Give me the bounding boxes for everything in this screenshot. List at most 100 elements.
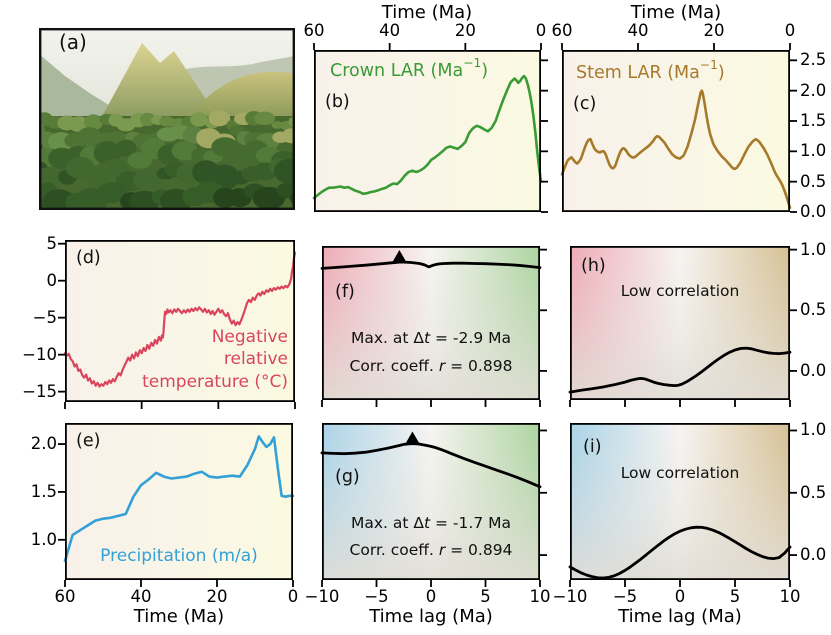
panel-label-d: (d): [76, 248, 101, 268]
c-tick-label-right: 0.0: [800, 202, 827, 221]
e-tick-label-left: 1.0: [30, 529, 57, 549]
panel-label-h: (h): [581, 256, 606, 276]
low-correlation-note-h: Low correlation: [620, 281, 740, 300]
e-tick-label-bottom: 20: [206, 587, 228, 606]
panel-label-c: (c): [573, 94, 597, 114]
tree-crown: [139, 112, 156, 127]
e-tick-label-bottom: 40: [130, 587, 152, 606]
g-tick-label-bottom: −5: [364, 587, 389, 606]
g-tick-label-bottom: 0: [425, 587, 437, 606]
h-border: [569, 245, 790, 400]
forest-photo: (a): [21, 28, 312, 215]
time-lag-axis-title-i: Time lag (Ma): [618, 606, 742, 627]
tree-crown: [271, 121, 284, 129]
stem-lar-title-sup: −1: [699, 58, 718, 73]
tree-crown: [208, 110, 231, 127]
e-tick-label-left: 2.0: [30, 434, 57, 454]
corr-coeff-annotation-f: Corr. coeff. r = 0.898: [349, 357, 513, 376]
temperature-label-line1: Negative: [211, 326, 288, 347]
panel-precipitation: (e) Precipitation (m/a) 2.0 1.5 1.0 60 40 20 0: [31, 422, 298, 605]
photo-main-peak: [99, 43, 217, 122]
e-tick-label-bottom: 0: [287, 587, 299, 606]
i-border: [569, 422, 790, 580]
b-tick-label-top: 40: [379, 21, 401, 40]
c-tick-label-right: 1.0: [800, 141, 827, 161]
crown-lar-title-close: ): [481, 60, 489, 81]
c-tick-label-top: 60: [551, 21, 573, 40]
d-tick-label-left: −10: [22, 344, 57, 364]
c-tick-label-right: 0.5: [800, 171, 827, 191]
temperature-series-label: Negative relative temperature (°C): [142, 326, 288, 393]
c-tick-label-right: 2.5: [800, 50, 827, 70]
panel-label-a: (a): [59, 30, 87, 54]
c-tick-label-right: 1.5: [800, 110, 827, 130]
time-axis-title-bottom: Time (Ma): [133, 606, 225, 627]
b-curve: [312, 74, 543, 200]
tree-crown: [84, 114, 103, 131]
d-tick-label-left: 0: [46, 270, 58, 290]
e-tick-label-left: 1.5: [30, 481, 57, 501]
b-tick-label-top: 20: [454, 21, 476, 40]
max-lag-annotation-g: Max. at Δt = -1.7 Ma: [351, 514, 511, 533]
tree-crown: [116, 139, 137, 157]
i-tick-label-right: 0.5: [800, 482, 827, 502]
g-border: [321, 422, 540, 580]
tree-crown: [93, 141, 122, 166]
c-tick-label-top: 20: [703, 21, 725, 40]
low-correlation-note-i: Low correlation: [620, 464, 740, 483]
i-tick-label-bottom: 10: [779, 587, 801, 606]
temperature-label-line3: temperature (°C): [142, 371, 288, 392]
i-tick-label-bottom: −5: [612, 587, 638, 606]
g-curve: [320, 442, 542, 489]
c-curve: [560, 89, 792, 210]
tree-crown: [190, 112, 209, 127]
h-tick-label-right: 1.0: [800, 239, 827, 259]
tree-crown: [77, 127, 102, 147]
i-curve: [568, 525, 792, 580]
tree-crown: [65, 156, 95, 179]
temperature-label-line2: relative: [223, 349, 288, 370]
tree-crown: [36, 167, 64, 186]
time-lag-axis-title-g: Time lag (Ma): [369, 606, 493, 627]
f-curve: [320, 260, 542, 270]
panel-correlation-precip-stem: (i) Low correlation −10 −5 0 5 10 1.0 0.5 0.0: [553, 422, 827, 605]
d-tick-label-left: −15: [22, 381, 57, 401]
d-tick-label-left: 5: [46, 233, 58, 253]
photo-left-ridge: [39, 54, 139, 122]
tree-crown: [97, 182, 127, 204]
d-tick-label-left: −5: [32, 307, 57, 327]
h-curve: [568, 346, 792, 394]
tree-crown: [132, 169, 165, 191]
panel-crown-lar: Crown LAR (Ma−1) (b) 60 40 20 0: [304, 22, 548, 213]
tree-crown: [254, 111, 275, 126]
h-tick-label-right: 0.0: [800, 360, 827, 380]
c-tick-label-top: 0: [784, 21, 796, 40]
crown-lar-title-text: Crown LAR (Ma: [330, 60, 464, 81]
e-border: [64, 422, 293, 580]
i-tick-label-right: 0.0: [800, 545, 827, 565]
d-border: [64, 239, 295, 402]
d-curve: [63, 251, 297, 388]
c-tick-label-right: 2.0: [800, 80, 827, 100]
panel-temperature: (d) Negative relative temperature (°C) 5…: [22, 235, 297, 409]
forest-photo-art: [21, 28, 312, 215]
panel-correlation-precip-crown: (g) Max. at Δt = -1.7 Ma Corr. coeff. r …: [305, 422, 551, 605]
panel-label-e: (e): [76, 431, 101, 451]
e-tick-label-bottom: 60: [54, 587, 76, 606]
f-border: [321, 245, 540, 400]
b-tick-label-top: 60: [303, 21, 325, 40]
max-correlation-marker: [404, 431, 420, 445]
max-lag-annotation-f: Max. at Δt = -2.9 Ma: [351, 329, 511, 348]
stem-lar-title-close: ): [717, 62, 725, 83]
panel-label-b: (b): [325, 92, 350, 112]
i-tick-label-bottom: −10: [552, 587, 588, 606]
time-axis-title-stem: Time (Ma): [630, 2, 722, 23]
panel-label-i: (i): [583, 437, 602, 457]
precipitation-series-label: Precipitation (m/a): [100, 546, 258, 566]
tree-crown: [227, 151, 252, 168]
time-axis-title-crown: Time (Ma): [381, 2, 473, 23]
crown-lar-title-sup: −1: [463, 56, 482, 71]
g-tick-label-bottom: 10: [529, 587, 551, 606]
photo-border: [39, 28, 296, 211]
